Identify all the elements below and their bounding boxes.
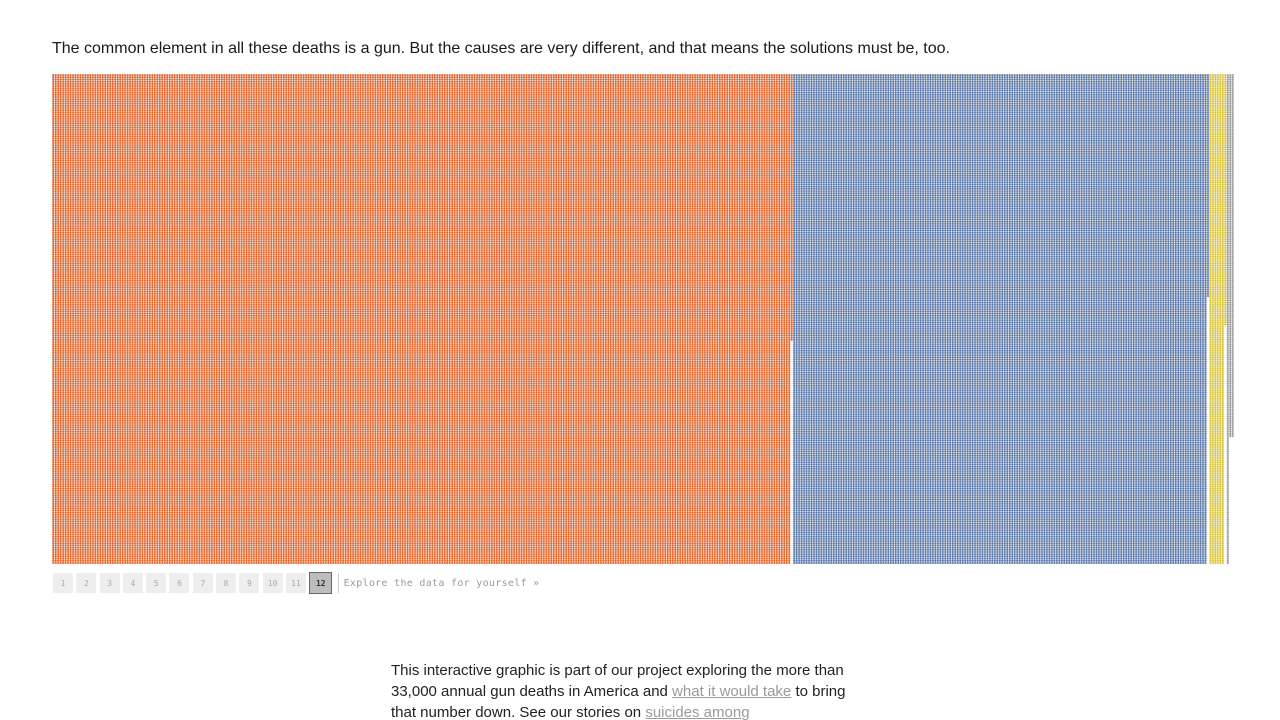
page-button-4[interactable]: 4 bbox=[122, 573, 143, 593]
pager-divider bbox=[337, 573, 339, 593]
what-it-would-take-link[interactable]: what it would take bbox=[672, 683, 792, 700]
page-button-2[interactable]: 2 bbox=[76, 573, 97, 593]
suicides-among-link[interactable]: suicides among bbox=[645, 704, 750, 720]
footer-text-1: This interactive graphic is part of our … bbox=[391, 662, 844, 700]
page-button-12[interactable]: 12 bbox=[309, 572, 333, 594]
dot-segment-3 bbox=[1209, 74, 1227, 564]
dot-block-2-2 bbox=[1206, 74, 1210, 298]
page-button-7[interactable]: 7 bbox=[192, 573, 213, 593]
page-button-6[interactable]: 6 bbox=[169, 573, 190, 593]
explore-data-link[interactable]: Explore the data for yourself » bbox=[343, 577, 540, 589]
dot-block-1-2 bbox=[790, 74, 793, 341]
dot-block-3-1 bbox=[1209, 74, 1225, 564]
dot-block-3-2 bbox=[1224, 74, 1227, 326]
page-button-9[interactable]: 9 bbox=[239, 573, 260, 593]
dot-block-4-2 bbox=[1229, 74, 1234, 438]
dot-segment-2 bbox=[792, 74, 1210, 564]
slide-pager: 1 2 3 4 5 6 7 8 9 10 11 12 Explore the data for your… bbox=[53, 572, 540, 594]
page-button-10[interactable]: 10 bbox=[262, 573, 283, 593]
page-button-11[interactable]: 11 bbox=[285, 573, 306, 593]
dot-block-4-1 bbox=[1226, 74, 1230, 564]
footer-text-2: to bring that number down. See our stori… bbox=[391, 683, 846, 720]
dot-chart-svg bbox=[52, 74, 1234, 564]
page-button-5[interactable]: 5 bbox=[146, 573, 167, 593]
dot-segment-1 bbox=[52, 74, 793, 564]
dot-segment-4 bbox=[1226, 74, 1234, 564]
footer-note: This interactive graphic is part of our … bbox=[391, 660, 851, 720]
dot-block-1-1 bbox=[52, 74, 791, 564]
gun-deaths-dot-chart bbox=[52, 74, 1234, 564]
page-button-1[interactable]: 1 bbox=[53, 573, 73, 593]
lede-text: The common element in all these deaths i… bbox=[52, 40, 950, 57]
page-button-3[interactable]: 3 bbox=[99, 573, 120, 593]
dot-block-2-1 bbox=[792, 74, 1207, 564]
page-button-8[interactable]: 8 bbox=[216, 573, 237, 593]
